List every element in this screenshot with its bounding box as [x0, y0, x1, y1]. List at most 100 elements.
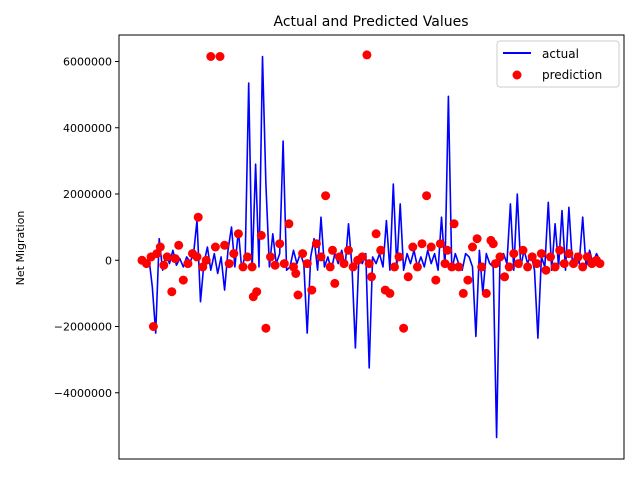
prediction-point: [252, 287, 262, 297]
prediction-point: [394, 252, 404, 262]
prediction-point: [500, 272, 510, 282]
prediction-point: [595, 259, 605, 269]
prediction-point: [509, 249, 519, 259]
prediction-point: [555, 245, 565, 255]
prediction-point: [210, 242, 220, 252]
prediction-point: [266, 252, 275, 262]
prediction-point: [527, 252, 537, 262]
prediction-point: [564, 249, 574, 259]
prediction-point: [291, 269, 301, 278]
prediction-point: [233, 229, 243, 239]
prediction-point: [348, 262, 358, 272]
prediction-point: [224, 259, 234, 269]
prediction-point: [270, 260, 280, 270]
prediction-point: [569, 259, 578, 269]
prediction-point: [488, 239, 498, 249]
prediction-point: [325, 262, 335, 272]
prediction-point: [193, 212, 203, 222]
prediction-point: [344, 245, 353, 255]
prediction-point: [311, 239, 321, 249]
prediction-point: [481, 288, 491, 298]
prediction-point: [330, 278, 340, 288]
prediction-point: [550, 262, 560, 272]
prediction-point: [477, 262, 487, 272]
prediction-point: [454, 262, 464, 272]
prediction-point: [578, 262, 588, 272]
prediction-point: [491, 259, 500, 269]
prediction-point: [243, 252, 252, 262]
prediction-point: [403, 272, 413, 282]
prediction-point: [170, 254, 180, 264]
prediction-point: [412, 262, 422, 272]
y-tick-label: 0: [105, 254, 112, 267]
prediction-point: [167, 287, 177, 297]
prediction-point: [449, 219, 459, 229]
prediction-point: [463, 275, 473, 285]
prediction-point: [458, 288, 468, 298]
prediction-point: [229, 249, 239, 259]
prediction-point: [307, 285, 317, 295]
prediction-point: [238, 262, 248, 272]
prediction-point: [275, 239, 285, 249]
legend-actual-label: actual: [542, 47, 579, 61]
prediction-point: [417, 239, 427, 249]
prediction-point: [523, 262, 533, 272]
y-tick-label: −2000000: [54, 321, 112, 334]
y-tick-label: 4000000: [63, 122, 112, 135]
prediction-point: [376, 245, 386, 255]
prediction-point: [408, 242, 418, 252]
plot-area: [137, 50, 605, 439]
prediction-point: [183, 259, 193, 269]
prediction-point: [142, 259, 151, 269]
prediction-point: [293, 290, 303, 300]
prediction-point: [468, 242, 477, 252]
prediction-point: [426, 242, 436, 252]
prediction-point: [298, 249, 308, 259]
prediction-point: [279, 259, 289, 269]
prediction-point: [541, 265, 551, 275]
prediction-point: [371, 229, 381, 239]
prediction-point: [442, 245, 452, 255]
prediction-point: [162, 252, 172, 262]
prediction-point: [422, 191, 432, 201]
prediction-point: [367, 272, 376, 282]
prediction-point: [206, 52, 216, 61]
prediction-point: [504, 262, 514, 272]
legend: actual prediction: [496, 40, 620, 88]
prediction-point: [440, 259, 450, 269]
prediction-point: [532, 259, 542, 269]
prediction-point: [513, 259, 523, 269]
y-axis-label: Net Migration: [14, 211, 27, 286]
prediction-point: [215, 52, 225, 61]
legend-prediction-label: prediction: [542, 68, 602, 82]
legend-prediction-swatch: [512, 70, 522, 80]
prediction-point: [339, 259, 349, 269]
prediction-point: [159, 260, 169, 270]
prediction-point: [302, 259, 312, 269]
y-tick-label: 6000000: [63, 56, 112, 69]
prediction-point: [546, 252, 555, 262]
prediction-point: [573, 252, 583, 262]
prediction-point: [192, 252, 202, 262]
prediction-point: [357, 252, 367, 262]
y-tick-label: 2000000: [63, 188, 112, 201]
prediction-point: [364, 259, 374, 269]
prediction-point: [390, 262, 399, 272]
prediction-point: [328, 245, 337, 255]
prediction-point: [435, 239, 445, 249]
axes-frame: [118, 34, 625, 460]
prediction-point: [472, 234, 482, 244]
prediction-point: [518, 245, 528, 255]
prediction-point: [399, 323, 409, 333]
prediction-point: [495, 252, 505, 262]
prediction-point: [261, 323, 271, 333]
prediction-point: [178, 275, 188, 285]
prediction-point: [174, 240, 184, 250]
prediction-point: [256, 230, 266, 240]
prediction-point: [284, 219, 294, 229]
prediction-point: [316, 252, 326, 262]
y-axis-ticks: −4000000 −2000000 0 2000000 4000000 6000000: [54, 56, 119, 400]
prediction-point: [247, 262, 257, 272]
prediction-point: [155, 242, 165, 252]
